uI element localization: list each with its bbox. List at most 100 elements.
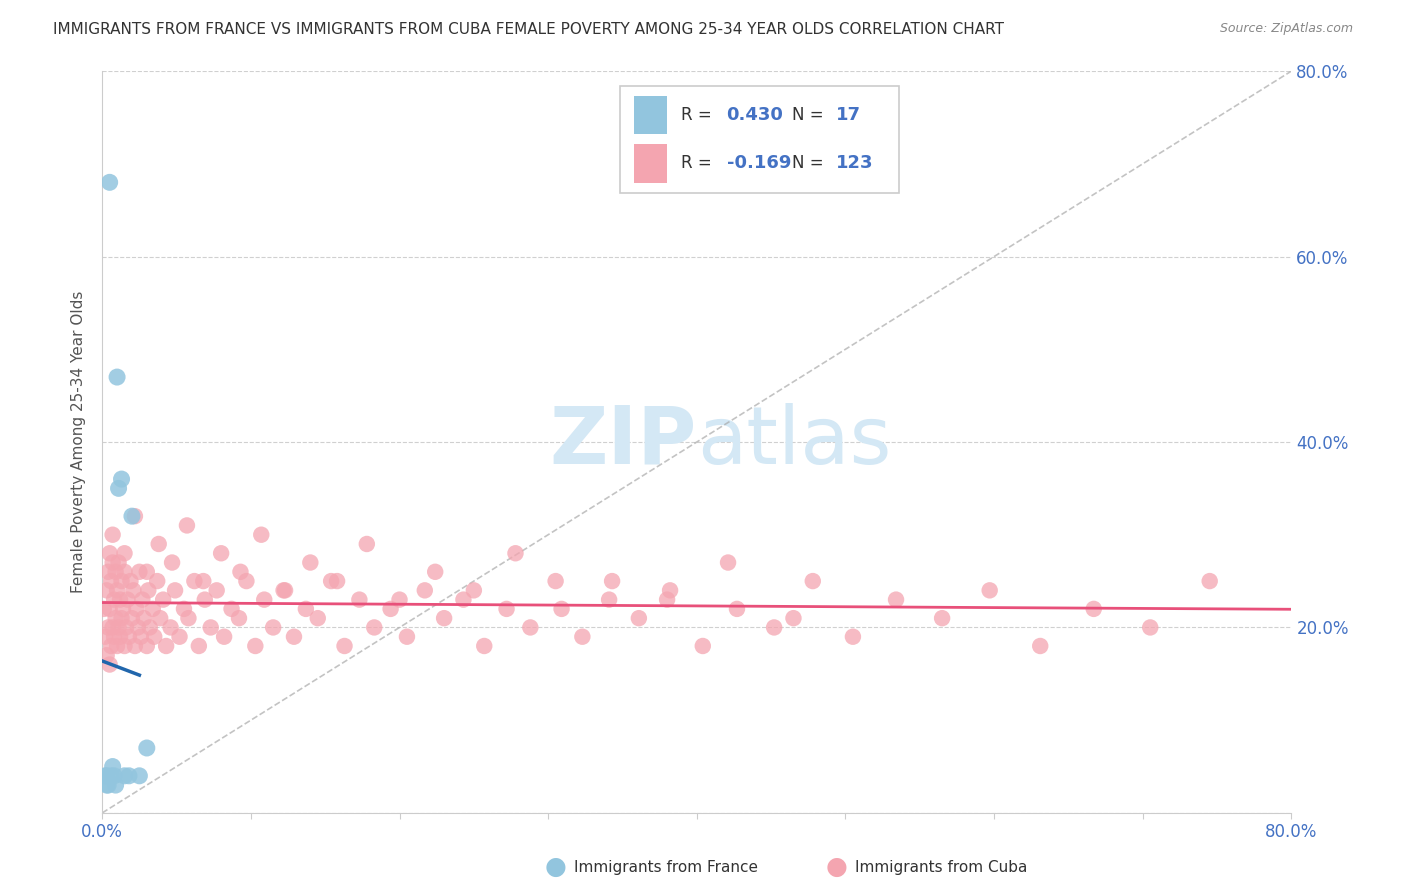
Point xyxy=(105,639,128,653)
Point xyxy=(229,565,252,579)
Point xyxy=(148,537,170,551)
Text: Immigrants from France: Immigrants from France xyxy=(574,860,758,874)
Text: N =: N = xyxy=(792,106,830,124)
Point xyxy=(104,565,127,579)
Point xyxy=(98,657,121,672)
Point xyxy=(380,602,402,616)
Point xyxy=(283,630,305,644)
Point xyxy=(114,639,136,653)
Point xyxy=(135,565,157,579)
Point xyxy=(100,639,122,653)
Point xyxy=(363,620,385,634)
Point xyxy=(717,556,740,570)
Point xyxy=(129,630,152,644)
Point xyxy=(103,592,125,607)
Point xyxy=(105,583,128,598)
Point xyxy=(98,602,121,616)
Point xyxy=(165,583,187,598)
Point xyxy=(103,630,125,644)
Point xyxy=(250,527,273,541)
Point xyxy=(107,481,129,495)
Y-axis label: Female Poverty Among 25-34 Year Olds: Female Poverty Among 25-34 Year Olds xyxy=(72,291,86,593)
Point xyxy=(326,574,349,588)
Point xyxy=(128,565,150,579)
Point xyxy=(176,518,198,533)
Point xyxy=(453,592,475,607)
Point xyxy=(763,620,786,634)
Point xyxy=(155,639,177,653)
Point xyxy=(104,611,127,625)
Point xyxy=(333,639,356,653)
Point xyxy=(143,630,166,644)
Point xyxy=(253,592,276,607)
Point xyxy=(115,620,138,634)
Point xyxy=(160,556,183,570)
Point xyxy=(692,639,714,653)
Point xyxy=(463,583,485,598)
Point xyxy=(103,769,125,783)
Point xyxy=(131,592,153,607)
Point xyxy=(110,472,132,486)
Point xyxy=(96,583,118,598)
Text: ●: ● xyxy=(544,855,567,879)
Point xyxy=(128,769,150,783)
Point xyxy=(544,574,567,588)
Point xyxy=(235,574,257,588)
Point xyxy=(193,574,215,588)
Point xyxy=(96,769,118,783)
FancyBboxPatch shape xyxy=(620,86,898,194)
Point xyxy=(274,583,297,598)
Point xyxy=(177,611,200,625)
Point xyxy=(884,592,907,607)
Point xyxy=(94,769,117,783)
Point xyxy=(114,769,136,783)
Point xyxy=(108,592,131,607)
Point xyxy=(94,630,117,644)
Point xyxy=(200,620,222,634)
Text: R =: R = xyxy=(682,154,717,172)
Point xyxy=(107,556,129,570)
Point xyxy=(782,611,804,625)
Point xyxy=(388,592,411,607)
Point xyxy=(187,639,209,653)
Point xyxy=(118,630,141,644)
Point xyxy=(120,574,142,588)
Point xyxy=(627,611,650,625)
Point xyxy=(1029,639,1052,653)
Text: N =: N = xyxy=(792,154,830,172)
Point xyxy=(659,583,682,598)
Point xyxy=(519,620,541,634)
Point xyxy=(114,546,136,560)
Point xyxy=(801,574,824,588)
Text: 17: 17 xyxy=(837,106,860,124)
Point xyxy=(299,556,322,570)
Point xyxy=(104,778,127,792)
Point xyxy=(245,639,267,653)
Point xyxy=(655,592,678,607)
Point xyxy=(111,602,134,616)
Point xyxy=(173,602,195,616)
Point xyxy=(600,574,623,588)
Point xyxy=(101,556,124,570)
Point xyxy=(136,583,159,598)
Text: R =: R = xyxy=(682,106,717,124)
Point xyxy=(110,611,132,625)
Point xyxy=(101,527,124,541)
Point xyxy=(262,620,284,634)
Text: ●: ● xyxy=(825,855,848,879)
Point xyxy=(122,583,145,598)
Point xyxy=(98,175,121,189)
Point xyxy=(321,574,343,588)
Point xyxy=(142,602,165,616)
Point xyxy=(1083,602,1105,616)
Point xyxy=(121,509,143,524)
Point xyxy=(101,759,124,773)
Text: atlas: atlas xyxy=(697,403,891,481)
Point xyxy=(550,602,572,616)
Point xyxy=(307,611,329,625)
Point xyxy=(108,630,131,644)
Point xyxy=(228,611,250,625)
Point xyxy=(96,778,118,792)
Point xyxy=(121,611,143,625)
Point xyxy=(146,574,169,588)
